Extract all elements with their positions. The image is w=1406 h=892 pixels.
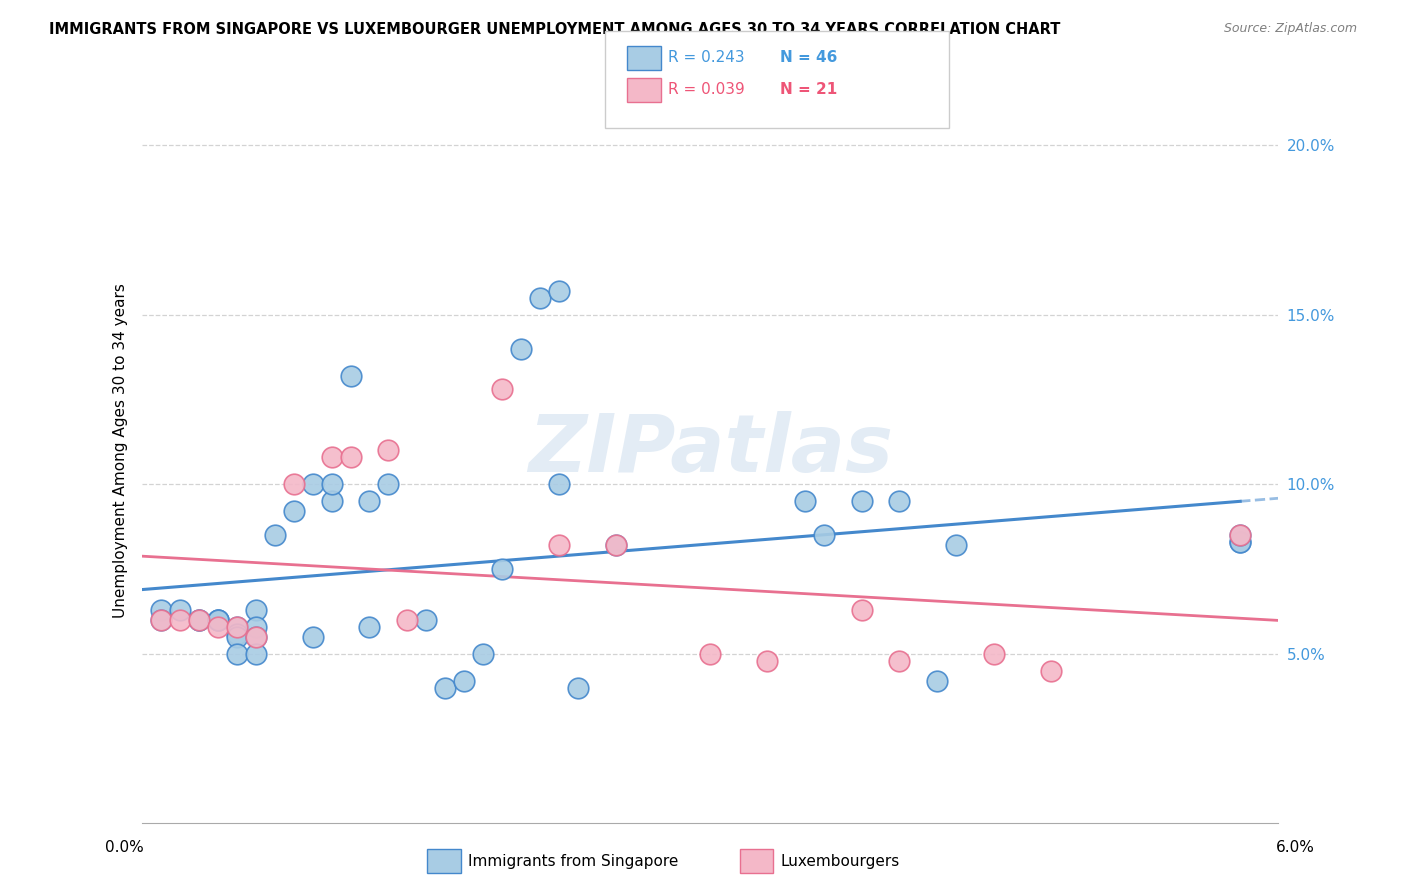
Point xyxy=(283,477,305,491)
Point xyxy=(188,613,211,627)
Point xyxy=(945,538,967,552)
Point xyxy=(150,613,173,627)
Point xyxy=(321,477,343,491)
Text: R = 0.243: R = 0.243 xyxy=(668,51,744,65)
Point xyxy=(150,603,173,617)
Point xyxy=(245,603,267,617)
Point xyxy=(927,674,949,689)
Point xyxy=(263,528,285,542)
Point xyxy=(547,538,569,552)
Point xyxy=(377,477,399,491)
Point xyxy=(1229,535,1251,549)
Point xyxy=(813,528,835,542)
Point xyxy=(207,613,229,627)
Point xyxy=(983,647,1005,661)
Point xyxy=(150,613,173,627)
Text: R = 0.039: R = 0.039 xyxy=(668,82,745,96)
Point xyxy=(283,504,305,518)
Point xyxy=(755,654,778,668)
Point xyxy=(605,538,627,552)
Point xyxy=(1229,528,1251,542)
Point xyxy=(301,477,323,491)
Point xyxy=(339,368,361,383)
Point xyxy=(396,613,419,627)
Point xyxy=(472,647,495,661)
Point xyxy=(245,630,267,644)
Text: ZIPatlas: ZIPatlas xyxy=(527,411,893,490)
Point xyxy=(226,620,249,634)
Text: Immigrants from Singapore: Immigrants from Singapore xyxy=(468,855,679,869)
Point xyxy=(1229,528,1251,542)
Point xyxy=(321,494,343,508)
Point xyxy=(245,647,267,661)
Point xyxy=(491,562,513,576)
Point xyxy=(169,603,191,617)
Point xyxy=(415,613,437,627)
Point xyxy=(188,613,211,627)
Text: IMMIGRANTS FROM SINGAPORE VS LUXEMBOURGER UNEMPLOYMENT AMONG AGES 30 TO 34 YEARS: IMMIGRANTS FROM SINGAPORE VS LUXEMBOURGE… xyxy=(49,22,1060,37)
Point xyxy=(605,538,627,552)
Y-axis label: Unemployment Among Ages 30 to 34 years: Unemployment Among Ages 30 to 34 years xyxy=(114,283,128,618)
Point xyxy=(889,654,911,668)
Point xyxy=(321,450,343,465)
Text: Luxembourgers: Luxembourgers xyxy=(780,855,900,869)
Point xyxy=(301,630,323,644)
Point xyxy=(509,342,531,356)
Point xyxy=(793,494,815,508)
Point xyxy=(453,674,475,689)
Text: N = 21: N = 21 xyxy=(780,82,838,96)
Point xyxy=(207,613,229,627)
Point xyxy=(1229,535,1251,549)
Point xyxy=(529,291,551,305)
Point xyxy=(434,681,457,695)
Point xyxy=(226,620,249,634)
Point xyxy=(245,620,267,634)
Point xyxy=(851,494,873,508)
Point xyxy=(547,477,569,491)
Point xyxy=(339,450,361,465)
Point xyxy=(359,620,381,634)
Text: 0.0%: 0.0% xyxy=(105,840,145,855)
Point xyxy=(547,284,569,298)
Text: N = 46: N = 46 xyxy=(780,51,838,65)
Point xyxy=(359,494,381,508)
Point xyxy=(567,681,589,695)
Point xyxy=(207,620,229,634)
Point xyxy=(377,443,399,458)
Point xyxy=(1039,664,1062,678)
Text: 6.0%: 6.0% xyxy=(1275,840,1315,855)
Point xyxy=(169,613,191,627)
Point xyxy=(207,613,229,627)
Text: Source: ZipAtlas.com: Source: ZipAtlas.com xyxy=(1223,22,1357,36)
Point xyxy=(889,494,911,508)
Point xyxy=(245,630,267,644)
Point xyxy=(491,383,513,397)
Point xyxy=(226,630,249,644)
Point xyxy=(226,626,249,640)
Point xyxy=(851,603,873,617)
Point xyxy=(699,647,721,661)
Point xyxy=(226,647,249,661)
Point xyxy=(188,613,211,627)
